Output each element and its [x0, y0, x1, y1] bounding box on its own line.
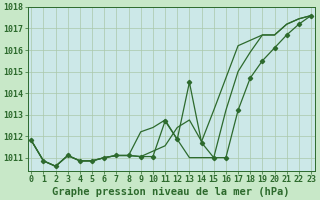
- X-axis label: Graphe pression niveau de la mer (hPa): Graphe pression niveau de la mer (hPa): [52, 186, 290, 197]
